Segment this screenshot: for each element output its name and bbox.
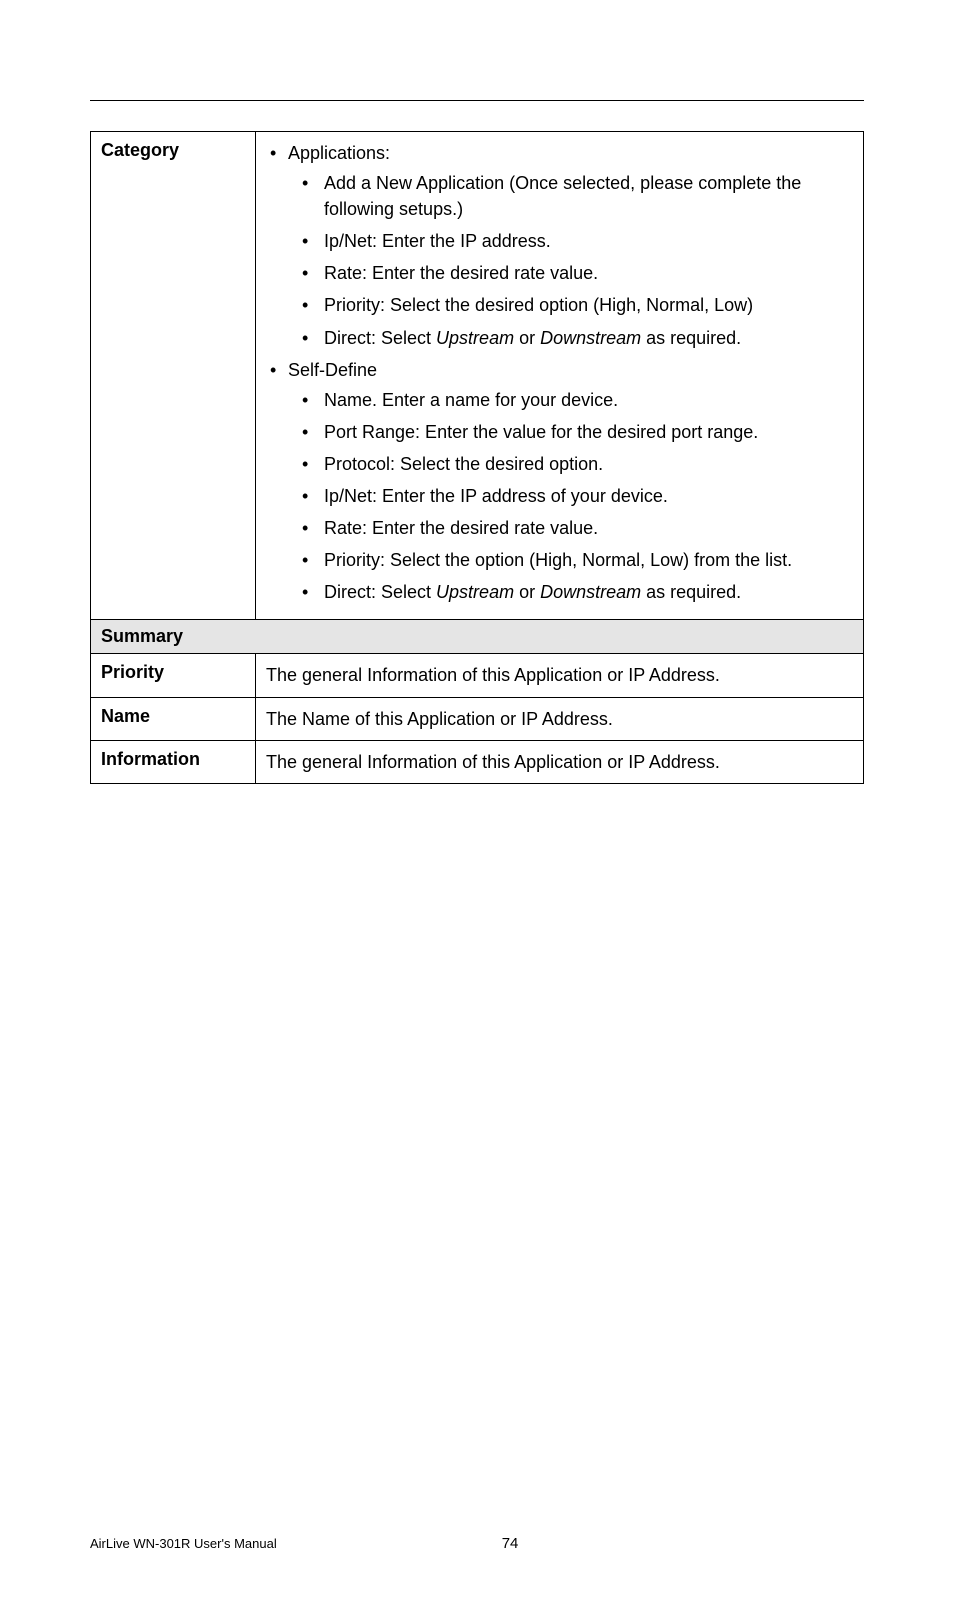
spec-table: Category Applications: Add a New Applica… xyxy=(90,131,864,784)
app-item-1: Ip/Net: Enter the IP address. xyxy=(324,228,853,254)
sd-direct-up: Upstream xyxy=(436,582,514,602)
information-row: Information The general Information of t… xyxy=(91,740,864,783)
sd-item-2: Protocol: Select the desired option. xyxy=(324,451,853,477)
sd-direct-prefix: Direct: Select xyxy=(324,582,436,602)
app-direct-up: Upstream xyxy=(436,328,514,348)
applications-inner-list: Add a New Application (Once selected, pl… xyxy=(288,170,853,351)
selfdefine-item: Self-Define Name. Enter a name for your … xyxy=(288,357,853,606)
footer-manual: AirLive WN-301R User's Manual xyxy=(90,1536,277,1551)
selfdefine-inner-list: Name. Enter a name for your device. Port… xyxy=(288,387,853,606)
app-item-0: Add a New Application (Once selected, pl… xyxy=(324,170,853,222)
sd-direct-down: Downstream xyxy=(540,582,641,602)
sd-direct-suffix: as required. xyxy=(641,582,741,602)
app-direct-down: Downstream xyxy=(540,328,641,348)
selfdefine-heading: Self-Define xyxy=(288,360,377,380)
applications-item: Applications: Add a New Application (Onc… xyxy=(288,140,853,351)
app-item-direct: Direct: Select Upstream or Downstream as… xyxy=(324,325,853,351)
applications-heading: Applications: xyxy=(288,143,390,163)
information-text: The general Information of this Applicat… xyxy=(256,740,864,783)
footer-page: 74 xyxy=(502,1535,519,1552)
sd-item-0: Name. Enter a name for your device. xyxy=(324,387,853,413)
category-outer-list: Applications: Add a New Application (Onc… xyxy=(266,140,853,605)
app-item-2: Rate: Enter the desired rate value. xyxy=(324,260,853,286)
name-row: Name The Name of this Application or IP … xyxy=(91,697,864,740)
top-rule xyxy=(90,100,864,101)
information-label: Information xyxy=(91,740,256,783)
app-direct-prefix: Direct: Select xyxy=(324,328,436,348)
summary-heading-row: Summary xyxy=(91,620,864,654)
category-content: Applications: Add a New Application (Onc… xyxy=(256,132,864,620)
app-direct-suffix: as required. xyxy=(641,328,741,348)
sd-item-direct: Direct: Select Upstream or Downstream as… xyxy=(324,579,853,605)
sd-direct-mid: or xyxy=(514,582,540,602)
sd-item-4: Rate: Enter the desired rate value. xyxy=(324,515,853,541)
page-footer: AirLive WN-301R User's Manual 74 xyxy=(90,1535,864,1552)
category-row: Category Applications: Add a New Applica… xyxy=(91,132,864,620)
priority-row: Priority The general Information of this… xyxy=(91,654,864,697)
summary-heading: Summary xyxy=(91,620,864,654)
sd-item-1: Port Range: Enter the value for the desi… xyxy=(324,419,853,445)
sd-item-5: Priority: Select the option (High, Norma… xyxy=(324,547,853,573)
name-text: The Name of this Application or IP Addre… xyxy=(256,697,864,740)
app-item-3: Priority: Select the desired option (Hig… xyxy=(324,292,853,318)
priority-label: Priority xyxy=(91,654,256,697)
category-label: Category xyxy=(91,132,256,620)
app-direct-mid: or xyxy=(514,328,540,348)
name-label: Name xyxy=(91,697,256,740)
priority-text: The general Information of this Applicat… xyxy=(256,654,864,697)
sd-item-3: Ip/Net: Enter the IP address of your dev… xyxy=(324,483,853,509)
